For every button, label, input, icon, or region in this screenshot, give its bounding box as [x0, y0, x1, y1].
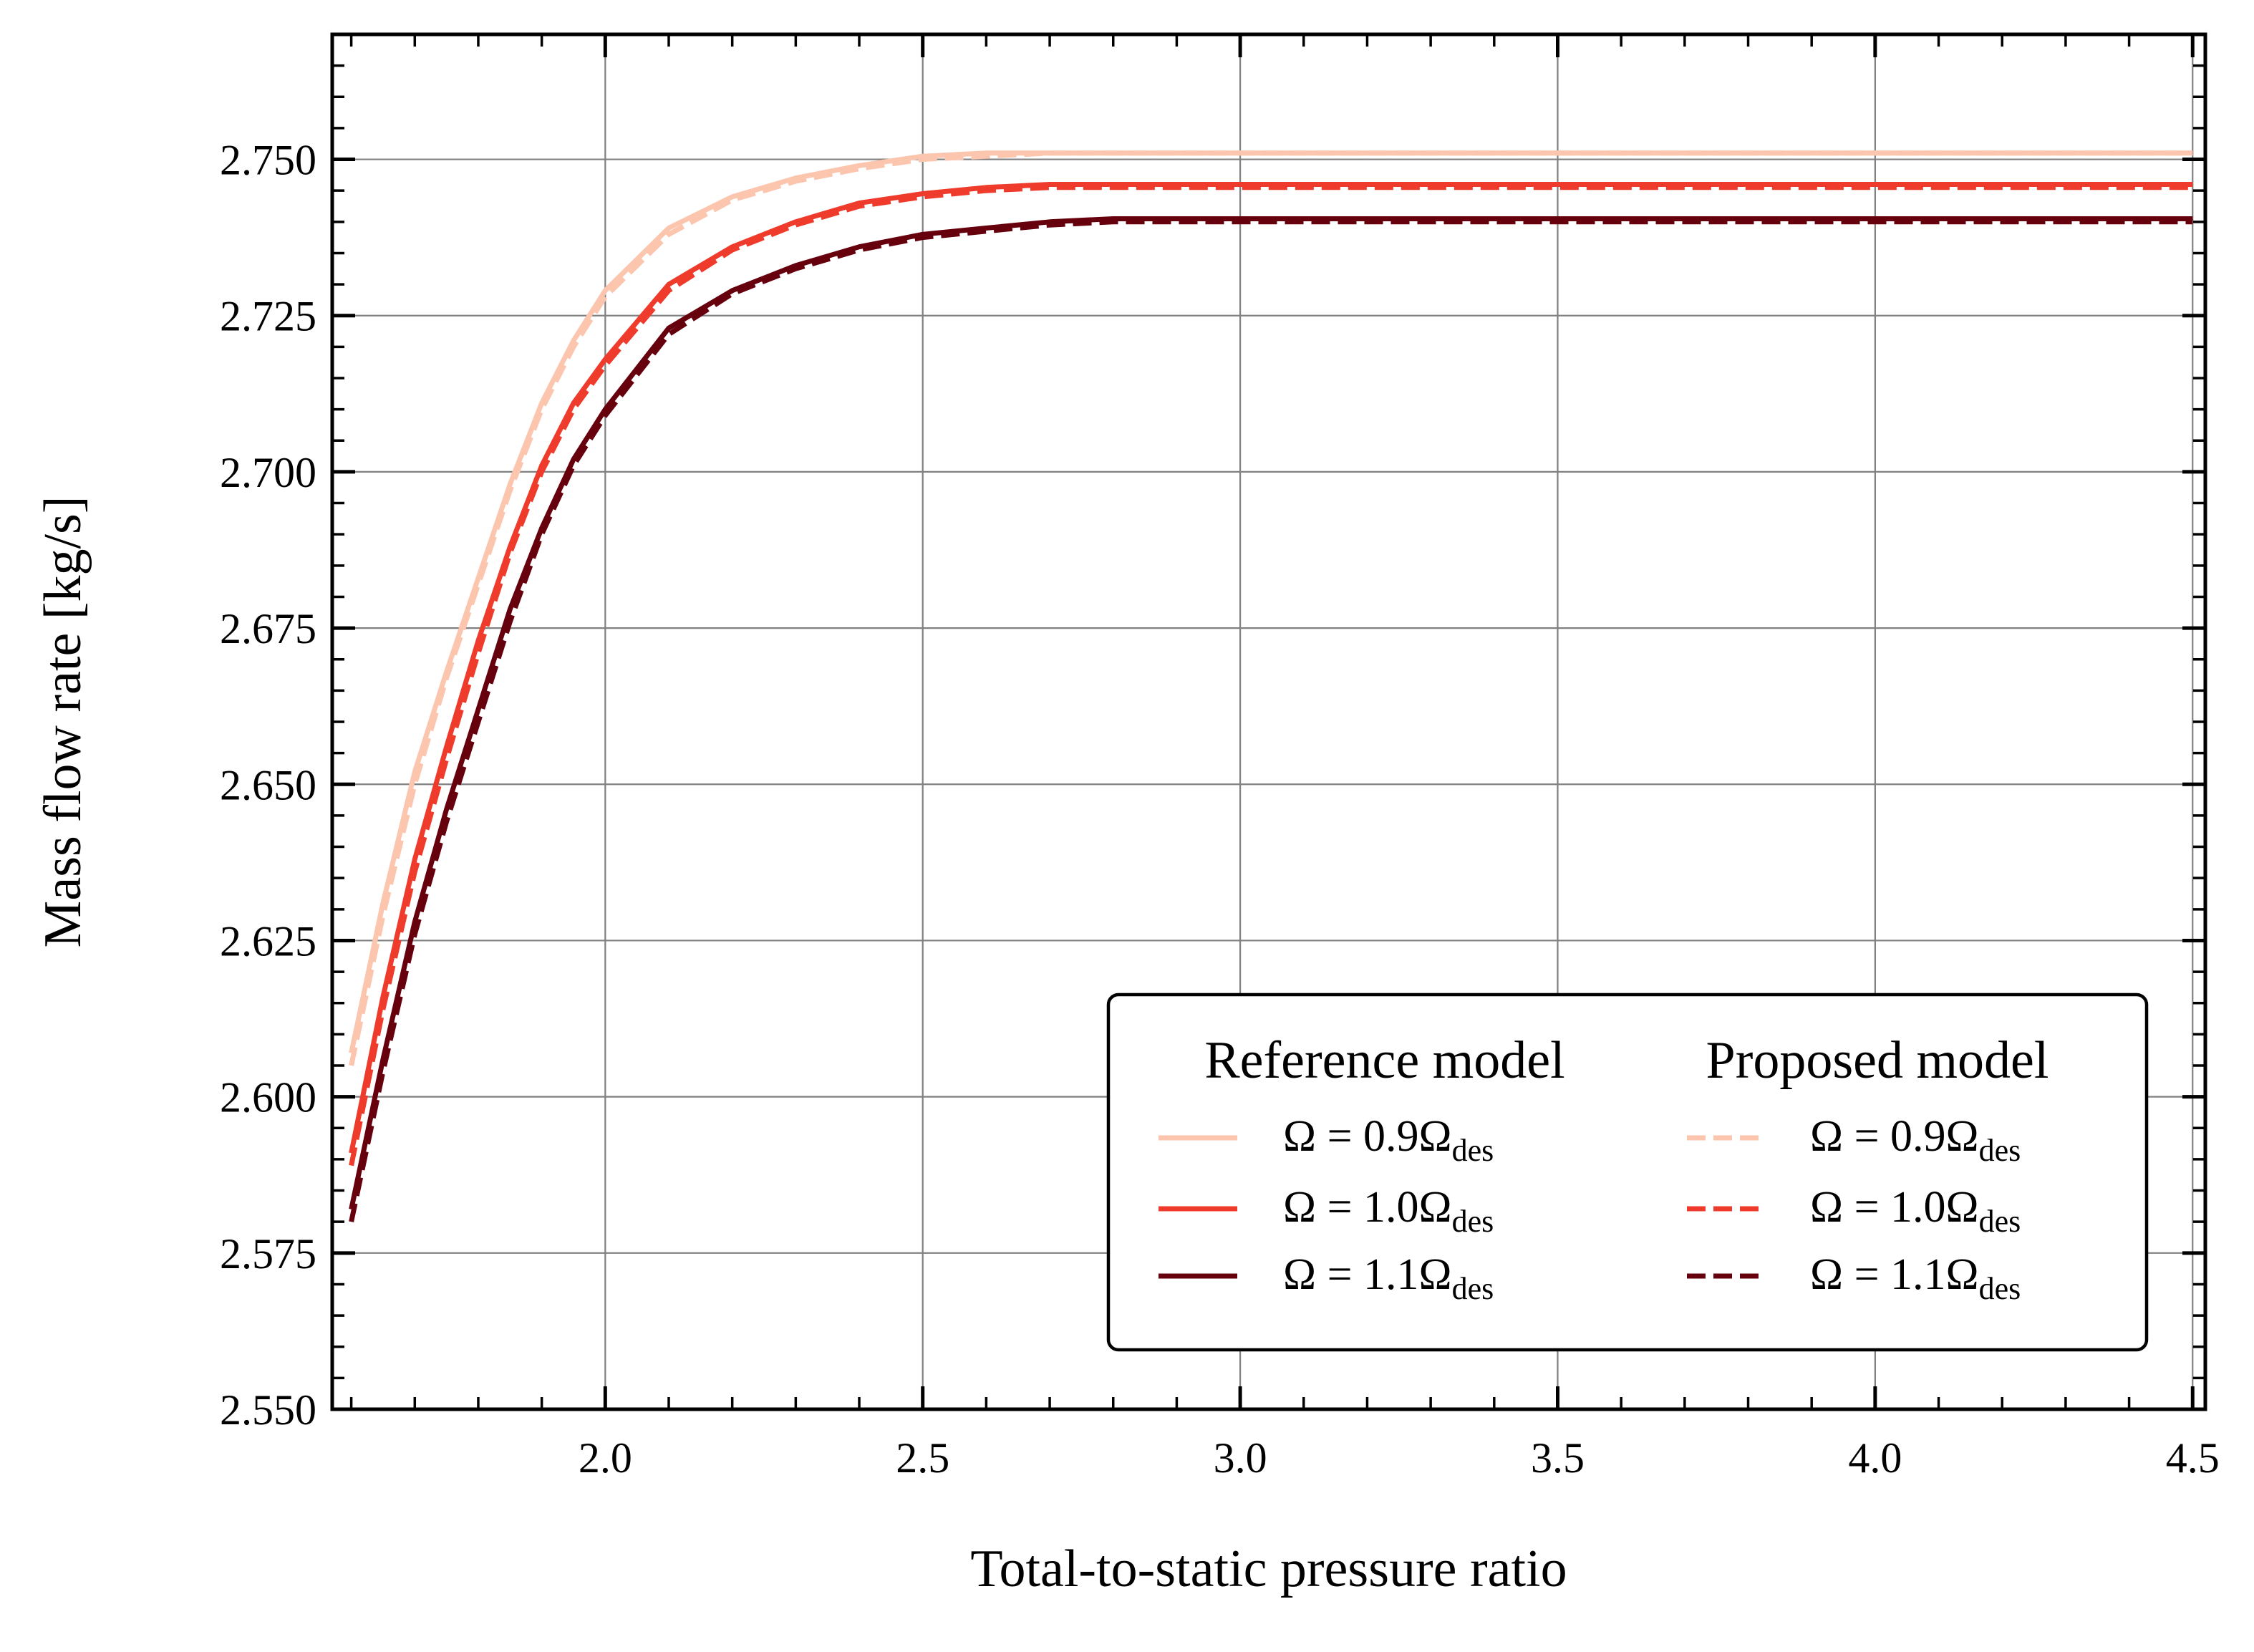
legend-label-proposed-0: Ω = 0.9Ωdes — [1810, 1112, 2021, 1168]
legend-box — [1106, 992, 2149, 1352]
legend-label-subscript: des — [1979, 1271, 2021, 1306]
tick-labels: 2.0 2.5 3.0 3.5 4.0 4.5 2.550 2.575 2.600 2.625 2.… — [220, 137, 2220, 1482]
reference-series-line-0_9 — [349, 150, 2193, 1054]
legend-label-reference-1: Ω = 1.0Ωdes — [1283, 1183, 1494, 1239]
y-tick-label-6: 2.700 — [220, 449, 316, 496]
legend-label-subscript: des — [1452, 1133, 1494, 1168]
legend-label-text: Ω = 1.1Ω — [1810, 1250, 1979, 1299]
legend-label-reference-2: Ω = 1.1Ωdes — [1283, 1250, 1494, 1306]
legend-label-subscript: des — [1452, 1204, 1494, 1239]
y-tick-label-0: 2.550 — [220, 1386, 316, 1434]
grid — [332, 34, 2205, 1411]
x-tick-label-2: 3.0 — [1214, 1434, 1267, 1482]
legend-label-text: Ω = 1.0Ω — [1810, 1183, 1979, 1232]
y-tick-label-5: 2.675 — [220, 605, 316, 652]
y-axis-label: Mass flow rate [kg/s] — [34, 496, 92, 948]
y-tick-label-2: 2.600 — [220, 1074, 316, 1121]
x-tick-label-5: 4.5 — [2166, 1434, 2220, 1482]
legend-label-subscript: des — [1979, 1204, 2021, 1239]
series-lines — [349, 150, 2193, 1222]
legend-label-text: Ω = 0.9Ω — [1283, 1112, 1452, 1161]
axis-ticks — [332, 33, 2205, 1411]
x-tick-label-0: 2.0 — [579, 1434, 632, 1482]
legend: Reference model Proposed model Ω = 0.9Ωd… — [1106, 992, 2149, 1352]
legend-label-text: Ω = 0.9Ω — [1810, 1112, 1979, 1161]
reference-series-line-1_1 — [349, 216, 2193, 1210]
legend-title-proposed: Proposed model — [1706, 1031, 2049, 1090]
legend-label-proposed-1: Ω = 1.0Ωdes — [1810, 1183, 2021, 1239]
y-tick-label-1: 2.575 — [220, 1230, 316, 1277]
proposed-series-line-1_0 — [349, 185, 2193, 1166]
legend-title-reference: Reference model — [1204, 1031, 1564, 1090]
y-tick-label-7: 2.725 — [220, 293, 316, 340]
reference-series-line-1_0 — [349, 182, 2193, 1154]
x-tick-label-1: 2.5 — [896, 1434, 949, 1482]
y-tick-label-3: 2.625 — [220, 917, 316, 965]
plot-frame — [330, 32, 2207, 1411]
y-tick-label-4: 2.650 — [220, 761, 316, 808]
y-tick-label-8: 2.750 — [220, 137, 316, 184]
legend-label-subscript: des — [1979, 1133, 2021, 1168]
legend-label-subscript: des — [1452, 1271, 1494, 1306]
proposed-series-line-0_9 — [349, 150, 2193, 1066]
legend-label-text: Ω = 1.1Ω — [1283, 1250, 1452, 1299]
legend-label-proposed-2: Ω = 1.1Ωdes — [1810, 1250, 2021, 1306]
x-tick-label-4: 4.0 — [1848, 1434, 1902, 1482]
x-tick-label-3: 3.5 — [1531, 1434, 1585, 1482]
x-axis-label: Total-to-static pressure ratio — [970, 1540, 1567, 1598]
legend-label-text: Ω = 1.0Ω — [1283, 1183, 1452, 1232]
legend-label-reference-0: Ω = 0.9Ωdes — [1283, 1112, 1494, 1168]
